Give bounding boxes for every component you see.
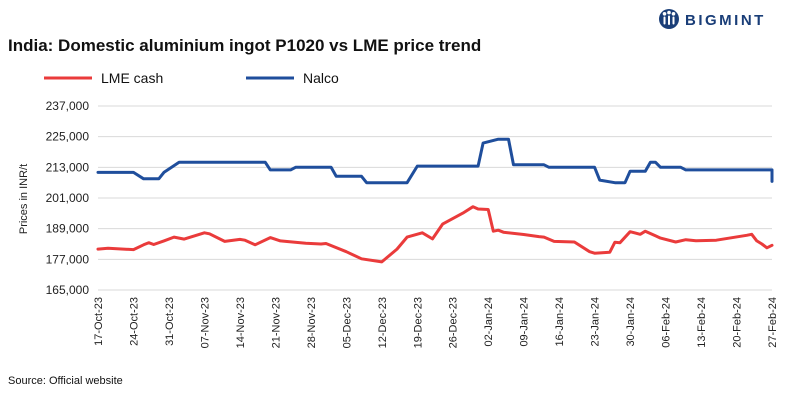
x-axis-ticks: 17-Oct-23 24-Oct-23 31-Oct-23 07-Nov-23 14-N… xyxy=(93,297,779,348)
x-tick-label: 07-Nov-23 xyxy=(199,297,211,348)
x-tick-label: 24-Oct-23 xyxy=(128,297,140,346)
x-tick-label: 09-Jan-24 xyxy=(519,297,531,347)
y-tick-label: 165,000 xyxy=(46,283,90,297)
y-tick-label: 201,000 xyxy=(46,191,90,205)
x-tick-label: 19-Dec-23 xyxy=(412,297,424,348)
y-axis-label: Prices in INR/t xyxy=(18,164,30,234)
x-tick-label: 17-Oct-23 xyxy=(93,297,105,346)
y-axis-ticks: 165,000 177,000 189,000 201,000 213,000 225,0… xyxy=(46,99,90,297)
series-line-lme-cash xyxy=(96,205,774,264)
x-tick-label: 06-Feb-24 xyxy=(661,297,673,348)
bigmint-logo-icon xyxy=(659,9,679,29)
legend: LME cash Nalco xyxy=(44,70,339,86)
x-tick-label: 26-Dec-23 xyxy=(448,297,460,348)
x-tick-label: 05-Dec-23 xyxy=(341,297,353,348)
source-note: Source: Official website xyxy=(8,375,123,387)
y-tick-label: 177,000 xyxy=(46,252,90,266)
x-tick-label: 20-Feb-24 xyxy=(732,297,744,348)
x-tick-label: 13-Feb-24 xyxy=(696,297,708,348)
x-tick-label: 23-Jan-24 xyxy=(590,297,602,347)
legend-label-lme: LME cash xyxy=(101,70,163,86)
legend-item-nalco: Nalco xyxy=(246,70,339,86)
x-tick-label: 28-Nov-23 xyxy=(306,297,318,348)
brand-name: BIGMINT xyxy=(685,12,766,29)
x-tick-label: 12-Dec-23 xyxy=(377,297,389,348)
x-tick-label: 16-Jan-24 xyxy=(554,297,566,347)
legend-item-lme: LME cash xyxy=(44,70,163,86)
series-line-nalco xyxy=(96,137,774,185)
series-layer xyxy=(96,137,774,264)
x-tick-label: 21-Nov-23 xyxy=(270,297,282,348)
x-tick-label: 31-Oct-23 xyxy=(164,297,176,346)
y-tick-label: 213,000 xyxy=(46,160,90,174)
legend-label-nalco: Nalco xyxy=(303,70,339,86)
y-tick-label: 189,000 xyxy=(46,222,90,236)
x-tick-label: 14-Nov-23 xyxy=(235,297,247,348)
y-tick-label: 225,000 xyxy=(46,130,90,144)
grid-lines xyxy=(98,105,772,291)
brand-logo: BIGMINT xyxy=(659,9,766,29)
x-tick-label: 27-Feb-24 xyxy=(767,297,779,348)
y-tick-label: 237,000 xyxy=(46,99,90,113)
x-tick-label: 02-Jan-24 xyxy=(483,297,495,347)
x-tick-label: 30-Jan-24 xyxy=(625,297,637,347)
chart-title: India: Domestic aluminium ingot P1020 vs… xyxy=(8,36,481,55)
